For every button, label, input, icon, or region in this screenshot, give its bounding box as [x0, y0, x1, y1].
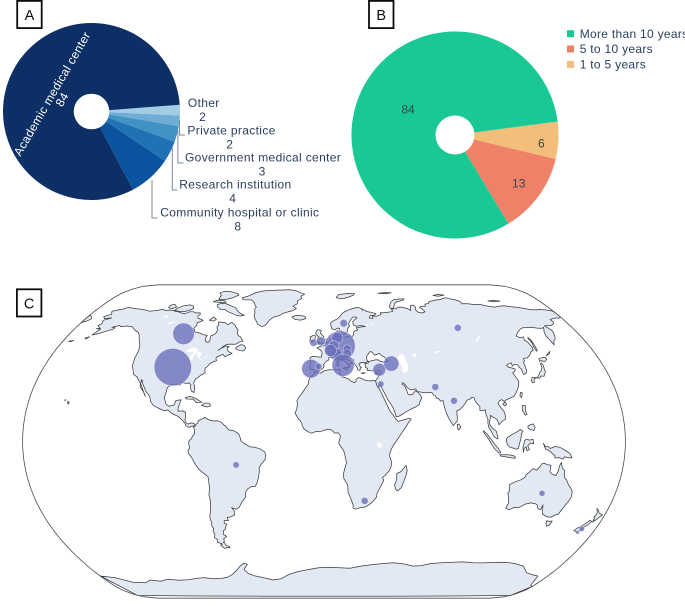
svg-text:5 to 10 years: 5 to 10 years: [580, 42, 653, 56]
svg-text:6: 6: [538, 137, 545, 151]
svg-text:2: 2: [226, 138, 233, 152]
svg-text:Community hospital or clinic: Community hospital or clinic: [160, 206, 319, 220]
svg-text:Private practice: Private practice: [187, 124, 275, 138]
svg-text:3: 3: [259, 165, 266, 179]
svg-text:Research institution: Research institution: [179, 178, 291, 192]
svg-text:Government medical center: Government medical center: [185, 151, 341, 165]
svg-text:Other: Other: [188, 96, 220, 110]
svg-text:More than 10 years: More than 10 years: [580, 27, 685, 41]
svg-text:8: 8: [234, 220, 241, 234]
svg-text:1 to 5 years: 1 to 5 years: [580, 58, 646, 72]
svg-text:B: B: [376, 8, 386, 24]
svg-text:13: 13: [512, 177, 526, 191]
svg-text:2: 2: [199, 110, 206, 124]
svg-text:4: 4: [229, 192, 236, 206]
svg-text:84: 84: [53, 90, 72, 109]
svg-text:C: C: [24, 297, 34, 313]
svg-text:84: 84: [401, 103, 415, 117]
svg-text:A: A: [25, 8, 35, 24]
